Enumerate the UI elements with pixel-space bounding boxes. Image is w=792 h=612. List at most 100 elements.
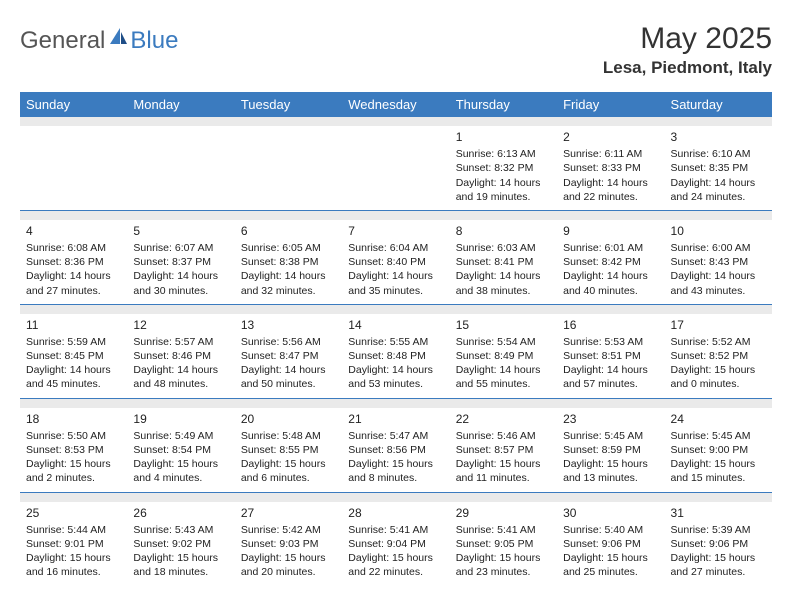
day-number: 18 [26,411,121,427]
calendar-table: Sunday Monday Tuesday Wednesday Thursday… [20,92,772,585]
daylight-text: Daylight: 14 hours [133,269,228,283]
day-number: 5 [133,223,228,239]
day-cell: 14Sunrise: 5:55 AMSunset: 8:48 PMDayligh… [342,314,449,398]
daylight-text: Daylight: 14 hours [563,176,658,190]
sunset-text: Sunset: 8:43 PM [671,255,766,269]
daylight-text: and 57 minutes. [563,377,658,391]
day-number: 21 [348,411,443,427]
sunrise-text: Sunrise: 5:50 AM [26,429,121,443]
day-number: 14 [348,317,443,333]
daylight-text: Daylight: 14 hours [133,363,228,377]
sunrise-text: Sunrise: 5:48 AM [241,429,336,443]
daylight-text: Daylight: 14 hours [26,363,121,377]
daylight-text: Daylight: 15 hours [133,457,228,471]
day-cell: 10Sunrise: 6:00 AMSunset: 8:43 PMDayligh… [665,220,772,304]
daylight-text: Daylight: 14 hours [348,269,443,283]
sunset-text: Sunset: 8:42 PM [563,255,658,269]
daylight-text: and 0 minutes. [671,377,766,391]
day-number: 1 [456,129,551,145]
sunset-text: Sunset: 8:38 PM [241,255,336,269]
daylight-text: Daylight: 15 hours [563,551,658,565]
daylight-text: Daylight: 14 hours [456,269,551,283]
sunset-text: Sunset: 9:02 PM [133,537,228,551]
day-cell: 6Sunrise: 6:05 AMSunset: 8:38 PMDaylight… [235,220,342,304]
day-number: 24 [671,411,766,427]
sunset-text: Sunset: 8:41 PM [456,255,551,269]
week-row: 4Sunrise: 6:08 AMSunset: 8:36 PMDaylight… [20,220,772,304]
day-number: 30 [563,505,658,521]
daylight-text: and 16 minutes. [26,565,121,579]
day-header: Tuesday [235,92,342,117]
day-cell: 16Sunrise: 5:53 AMSunset: 8:51 PMDayligh… [557,314,664,398]
sunrise-text: Sunrise: 6:01 AM [563,241,658,255]
daylight-text: and 19 minutes. [456,190,551,204]
daylight-text: Daylight: 14 hours [671,176,766,190]
sunset-text: Sunset: 9:00 PM [671,443,766,457]
week-row: 18Sunrise: 5:50 AMSunset: 8:53 PMDayligh… [20,408,772,492]
sunrise-text: Sunrise: 5:44 AM [26,523,121,537]
sunset-text: Sunset: 9:03 PM [241,537,336,551]
sunrise-text: Sunrise: 5:55 AM [348,335,443,349]
daylight-text: Daylight: 15 hours [133,551,228,565]
sunset-text: Sunset: 8:57 PM [456,443,551,457]
daylight-text: Daylight: 14 hours [456,363,551,377]
daylight-text: and 55 minutes. [456,377,551,391]
week-row: 25Sunrise: 5:44 AMSunset: 9:01 PMDayligh… [20,502,772,586]
day-cell: 4Sunrise: 6:08 AMSunset: 8:36 PMDaylight… [20,220,127,304]
day-number: 15 [456,317,551,333]
day-header: Friday [557,92,664,117]
day-number: 6 [241,223,336,239]
daylight-text: and 27 minutes. [26,284,121,298]
sunrise-text: Sunrise: 5:59 AM [26,335,121,349]
day-cell: 31Sunrise: 5:39 AMSunset: 9:06 PMDayligh… [665,502,772,586]
sunset-text: Sunset: 8:36 PM [26,255,121,269]
daylight-text: and 24 minutes. [671,190,766,204]
day-cell [20,126,127,210]
daylight-text: and 40 minutes. [563,284,658,298]
daylight-text: and 32 minutes. [241,284,336,298]
day-number: 23 [563,411,658,427]
daylight-text: and 22 minutes. [348,565,443,579]
day-cell: 5Sunrise: 6:07 AMSunset: 8:37 PMDaylight… [127,220,234,304]
sunset-text: Sunset: 9:06 PM [563,537,658,551]
sunrise-text: Sunrise: 5:40 AM [563,523,658,537]
sunset-text: Sunset: 8:48 PM [348,349,443,363]
daylight-text: and 18 minutes. [133,565,228,579]
sunrise-text: Sunrise: 6:07 AM [133,241,228,255]
daylight-text: and 4 minutes. [133,471,228,485]
sunset-text: Sunset: 8:47 PM [241,349,336,363]
sunrise-text: Sunrise: 6:05 AM [241,241,336,255]
sunset-text: Sunset: 8:32 PM [456,161,551,175]
day-cell: 24Sunrise: 5:45 AMSunset: 9:00 PMDayligh… [665,408,772,492]
sunrise-text: Sunrise: 5:45 AM [671,429,766,443]
sunrise-text: Sunrise: 6:11 AM [563,147,658,161]
sunrise-text: Sunrise: 5:41 AM [348,523,443,537]
day-header: Wednesday [342,92,449,117]
week-separator [20,304,772,314]
day-cell: 27Sunrise: 5:42 AMSunset: 9:03 PMDayligh… [235,502,342,586]
day-cell [342,126,449,210]
daylight-text: Daylight: 15 hours [348,551,443,565]
sunrise-text: Sunrise: 5:41 AM [456,523,551,537]
sunset-text: Sunset: 9:05 PM [456,537,551,551]
daylight-text: and 38 minutes. [456,284,551,298]
day-number: 16 [563,317,658,333]
daylight-text: Daylight: 15 hours [456,551,551,565]
sunrise-text: Sunrise: 6:08 AM [26,241,121,255]
day-cell: 2Sunrise: 6:11 AMSunset: 8:33 PMDaylight… [557,126,664,210]
daylight-text: Daylight: 14 hours [563,269,658,283]
daylight-text: Daylight: 15 hours [563,457,658,471]
week-separator [20,117,772,126]
day-cell: 17Sunrise: 5:52 AMSunset: 8:52 PMDayligh… [665,314,772,398]
day-cell: 15Sunrise: 5:54 AMSunset: 8:49 PMDayligh… [450,314,557,398]
day-header: Monday [127,92,234,117]
daylight-text: and 22 minutes. [563,190,658,204]
daylight-text: and 45 minutes. [26,377,121,391]
daylight-text: Daylight: 15 hours [671,551,766,565]
logo-text-general: General [20,27,105,55]
sunrise-text: Sunrise: 6:10 AM [671,147,766,161]
day-number: 2 [563,129,658,145]
daylight-text: and 25 minutes. [563,565,658,579]
daylight-text: and 50 minutes. [241,377,336,391]
day-number: 8 [456,223,551,239]
